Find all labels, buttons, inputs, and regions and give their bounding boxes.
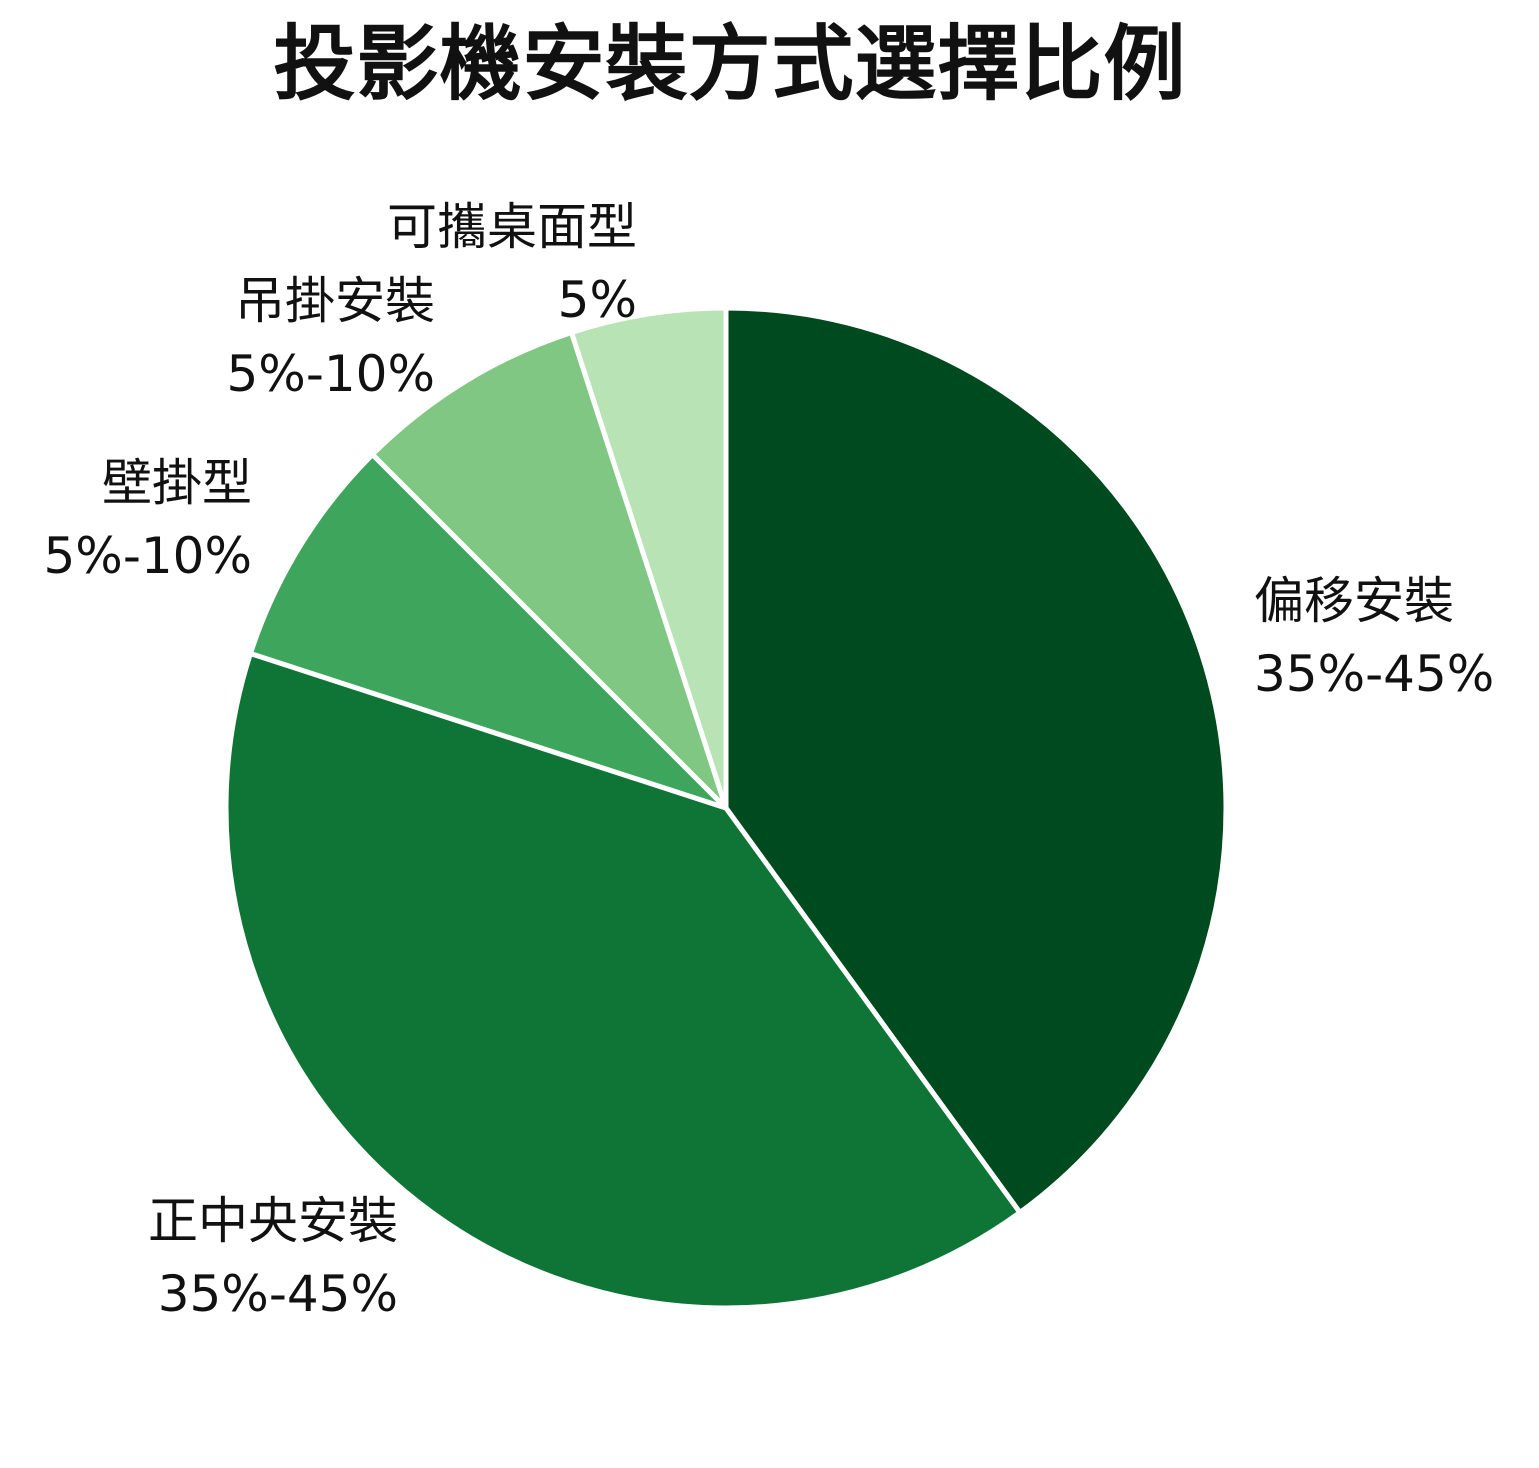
slice-label-4: 可攜桌面型 (387, 198, 637, 256)
pie-slice-2 (247, 451, 729, 811)
slice-value-label-2: 5%-10% (44, 527, 253, 585)
pie-slice-4 (568, 305, 729, 811)
pie-slice-1 (223, 650, 1023, 1311)
pie-slices (223, 305, 1229, 1311)
slice-value-label-3: 5%-10% (227, 345, 436, 403)
slice-label-0: 偏移安裝 (1254, 572, 1454, 630)
slice-label-3: 吊掛安裝 (235, 272, 435, 330)
slice-value-label-1: 35%-45% (158, 1265, 398, 1323)
slice-value-label-0: 35%-45% (1254, 645, 1494, 703)
slice-label-1: 正中央安裝 (148, 1192, 398, 1250)
chart-title: 投影機安裝方式選擇比例 (273, 17, 1187, 112)
slice-value-label-4: 5% (558, 271, 637, 329)
pie-slice-3 (369, 329, 729, 811)
pie-slice-0 (723, 305, 1229, 1216)
slice-label-2: 壁掛型 (102, 454, 252, 512)
pie-labels: 偏移安裝 35%-45% 正中央安裝 35%-45% 壁掛型 5%-10% 吊掛安裝 5%-1… (44, 198, 1495, 1323)
